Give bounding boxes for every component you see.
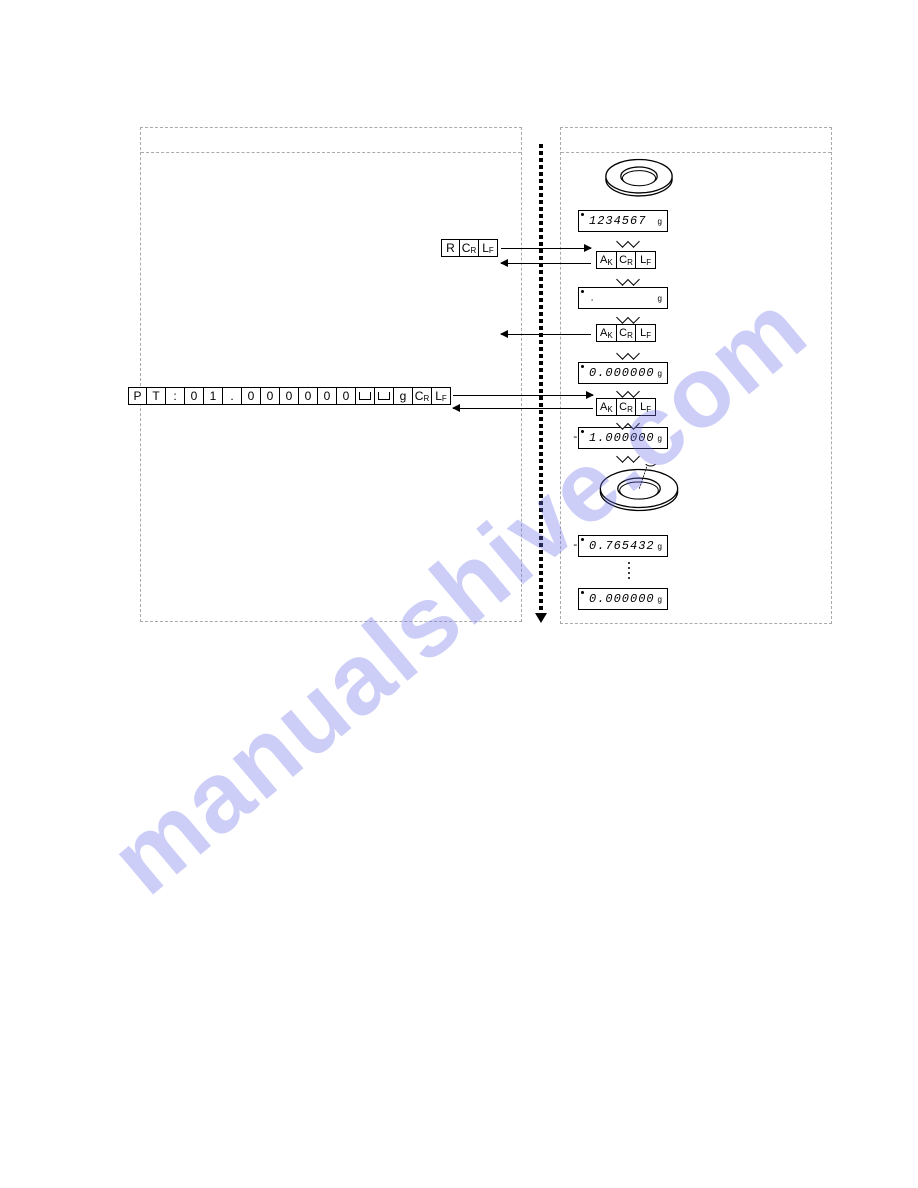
weighing-pan-icon bbox=[603, 155, 675, 199]
char-cell: CR bbox=[413, 387, 432, 405]
char-cell: 0 bbox=[185, 387, 204, 405]
char-cell: 0 bbox=[337, 387, 356, 405]
down-chevron-icon bbox=[613, 387, 643, 396]
down-chevron-icon bbox=[613, 452, 643, 461]
down-chevron-icon bbox=[613, 349, 643, 358]
down-chevron-icon bbox=[613, 275, 643, 284]
lcd-readout: 1234567g bbox=[578, 210, 668, 232]
char-cell: 0 bbox=[280, 387, 299, 405]
arrow-right-icon bbox=[501, 248, 591, 249]
char-cell bbox=[356, 387, 375, 405]
lcd-readout: .g bbox=[578, 287, 668, 309]
lcd-readout: -1.000000g bbox=[578, 427, 668, 449]
char-cell: 0 bbox=[261, 387, 280, 405]
ack-token-box: AKCRLF bbox=[596, 251, 656, 269]
char-cell: : bbox=[166, 387, 185, 405]
right-panel-header-rule bbox=[561, 152, 831, 153]
lcd-readout: 0.000000g bbox=[578, 362, 668, 384]
arrow-left-icon bbox=[501, 334, 591, 335]
char-cell: LF bbox=[432, 387, 451, 405]
char-cell: . bbox=[223, 387, 242, 405]
char-cell: T bbox=[147, 387, 166, 405]
char-cell: 0 bbox=[318, 387, 337, 405]
arrow-right-icon bbox=[453, 395, 593, 396]
down-chevron-icon bbox=[613, 313, 643, 322]
vertical-ellipsis bbox=[628, 562, 630, 579]
char-cell: 0 bbox=[242, 387, 261, 405]
char-cell: R bbox=[441, 239, 460, 257]
ack-token-box: AKCRLF bbox=[596, 398, 656, 416]
left-panel-header-rule bbox=[141, 152, 521, 153]
char-cell: CR bbox=[460, 239, 479, 257]
arrow-left-icon bbox=[501, 263, 591, 264]
char-cell: 0 bbox=[299, 387, 318, 405]
char-cell bbox=[375, 387, 394, 405]
rcf-token-box: RCRLF bbox=[441, 239, 498, 257]
arrow-left-icon bbox=[453, 408, 593, 409]
char-cell: 1 bbox=[204, 387, 223, 405]
lcd-readout: 0.000000g bbox=[578, 588, 668, 610]
down-chevron-icon bbox=[613, 419, 643, 428]
pt-command-row: PT:01.000000gCRLF bbox=[128, 387, 451, 405]
ack-token-box: AKCRLF bbox=[596, 324, 656, 342]
char-cell: P bbox=[128, 387, 147, 405]
lcd-readout: -0.765432g bbox=[578, 535, 668, 557]
down-chevron-icon bbox=[613, 237, 643, 246]
left-panel bbox=[140, 127, 522, 622]
char-cell: LF bbox=[479, 239, 498, 257]
weighing-pan-pour-icon bbox=[597, 464, 681, 514]
page: manualshive.com RCRLF PT:01.000000gCRLF … bbox=[0, 0, 918, 1188]
char-cell: g bbox=[394, 387, 413, 405]
